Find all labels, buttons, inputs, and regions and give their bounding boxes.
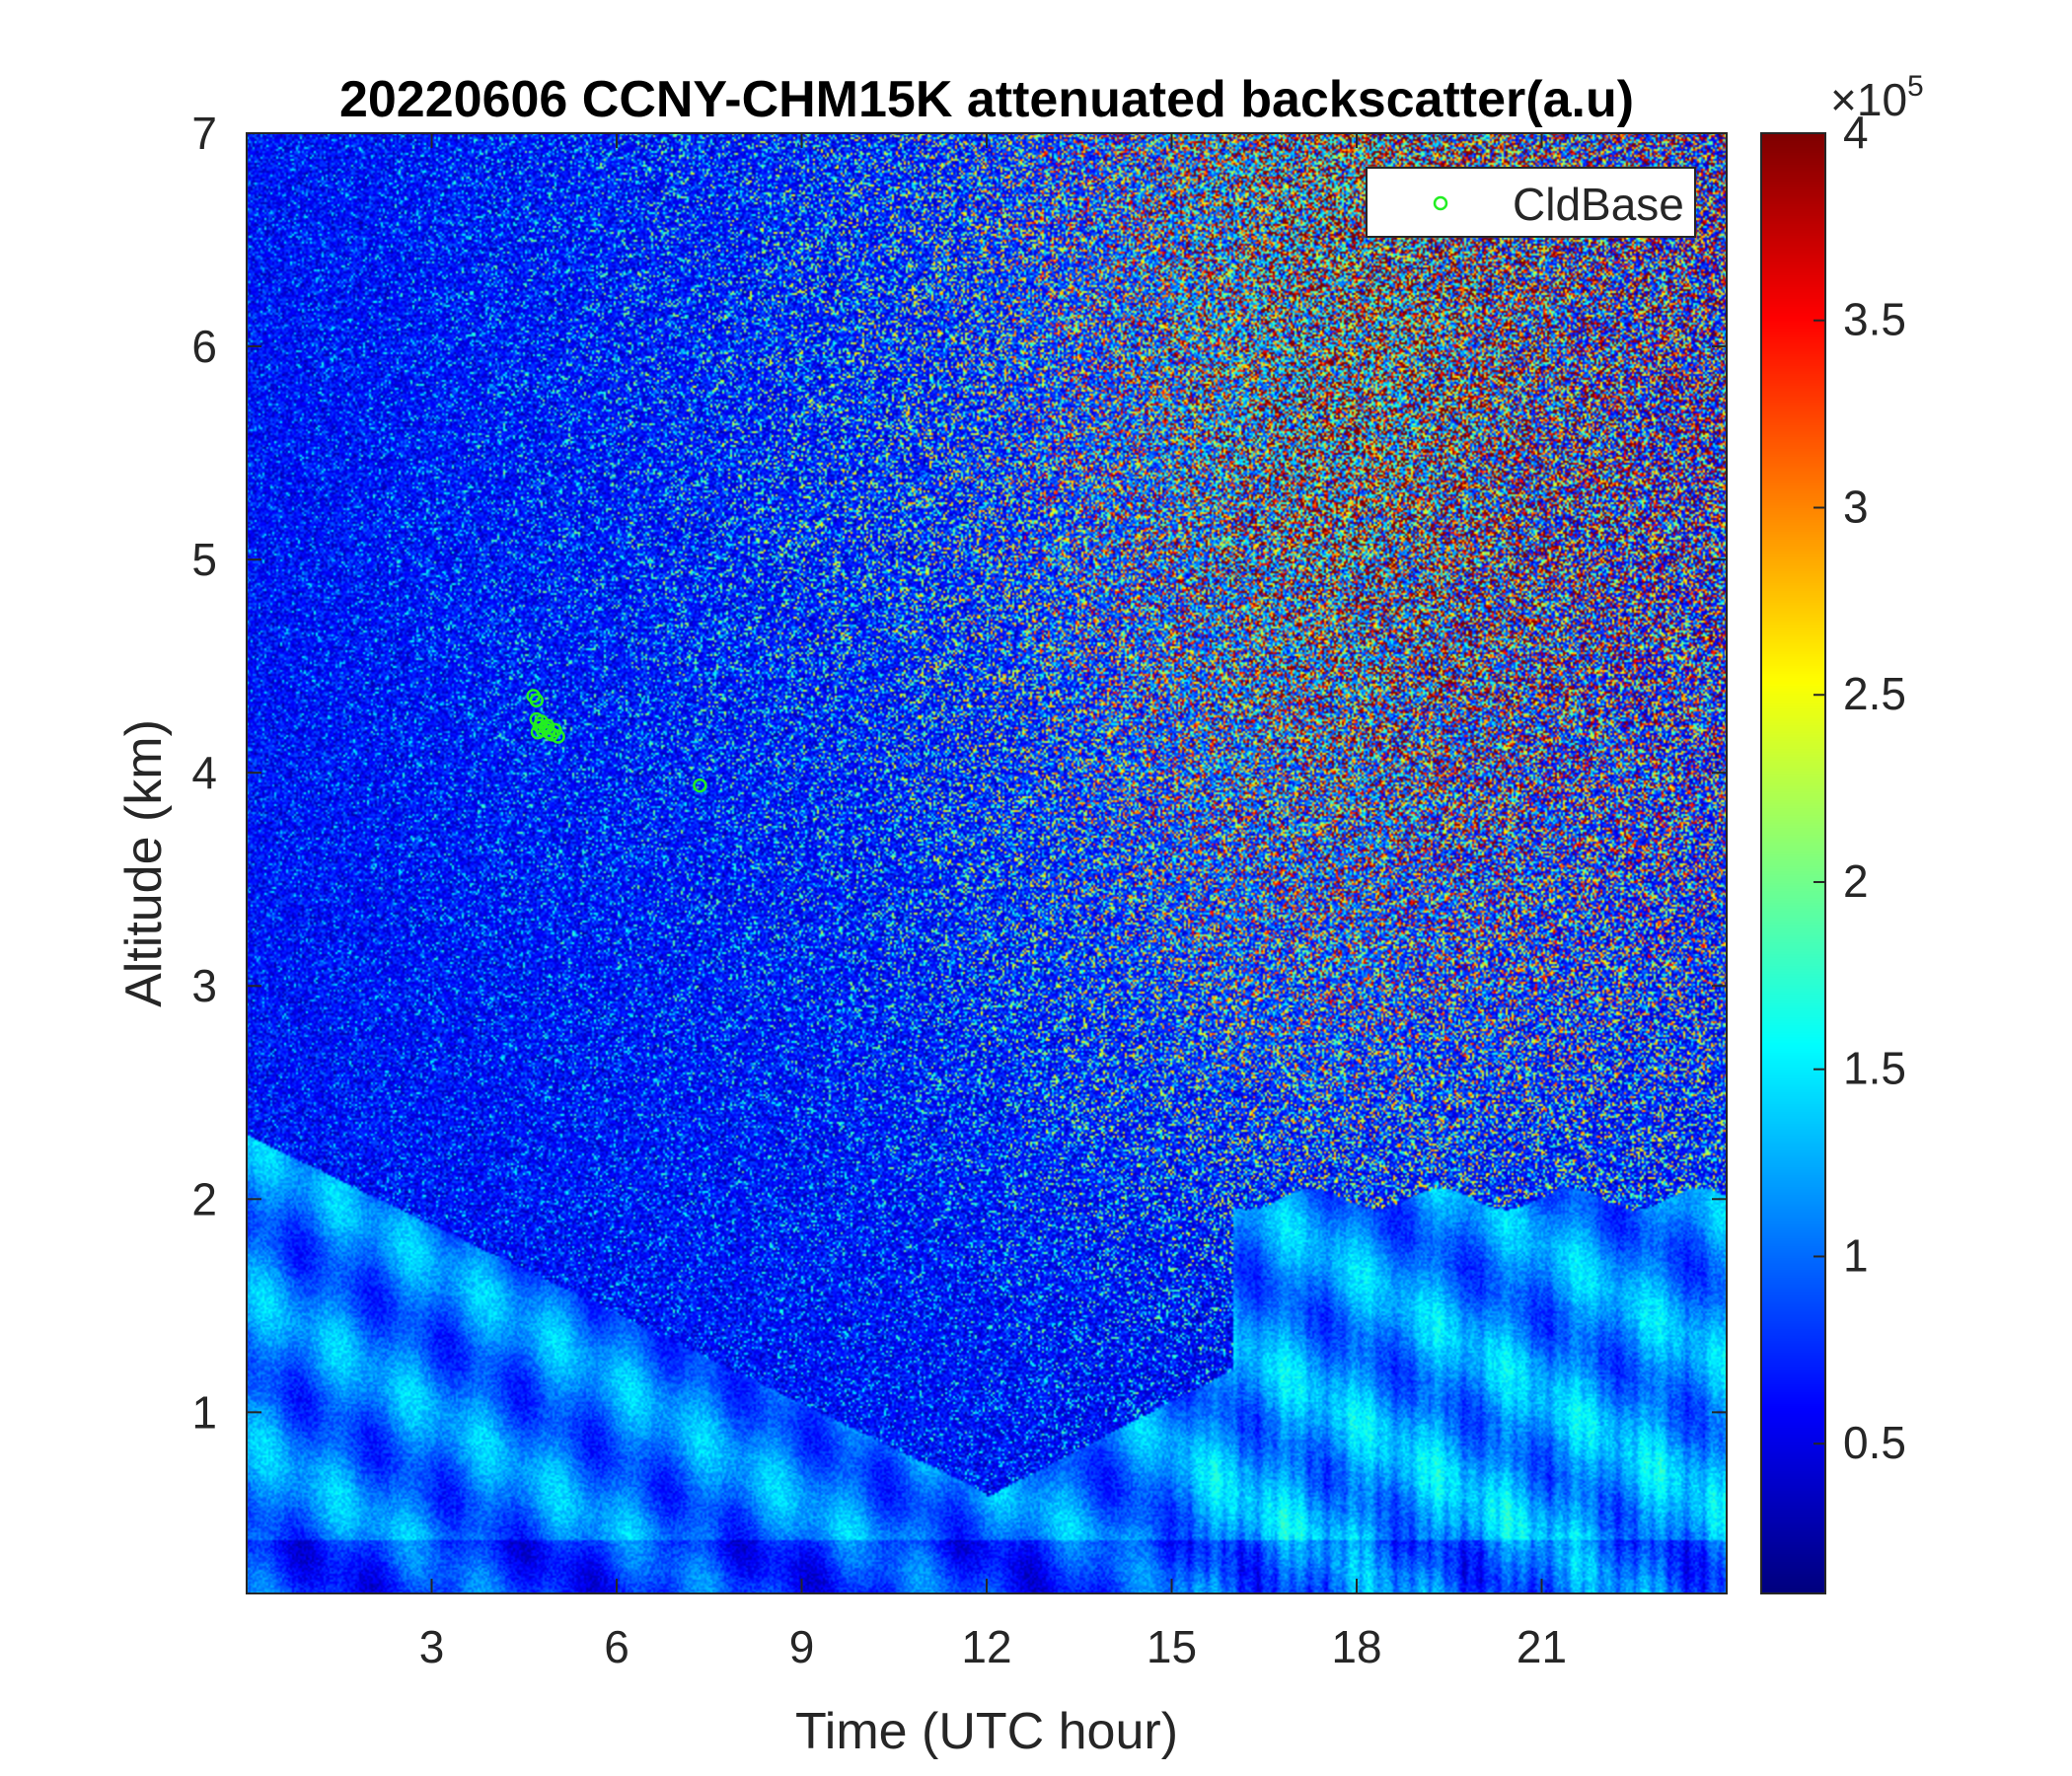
colorbar-tick-label: 1.5 — [1843, 1043, 1906, 1094]
x-tick-label: 15 — [1147, 1621, 1197, 1672]
x-tick-label: 9 — [789, 1621, 815, 1672]
chart-title: 20220606 CCNY-CHM15K attenuated backscat… — [339, 71, 1634, 128]
colorbar-tick-label: 2 — [1843, 855, 1869, 907]
y-tick-label: 7 — [191, 108, 217, 159]
colorbar-axis: 0.5 1 1.5 2 2.5 3 3.5 4 — [1760, 107, 1906, 1594]
cldbase-point — [530, 724, 546, 740]
colorbar-tick-label: 2.5 — [1843, 668, 1906, 719]
colorbar-frame — [1760, 132, 1826, 1594]
cldbase-point — [551, 729, 565, 744]
y-tick-label: 6 — [191, 321, 217, 372]
x-tick-label: 21 — [1517, 1621, 1567, 1672]
colorbar-tick-label: 0.5 — [1843, 1417, 1906, 1468]
cldbase-point — [529, 693, 544, 707]
backscatter-heatmap — [247, 133, 1727, 1593]
x-tick-label: 12 — [961, 1621, 1011, 1672]
colorbar-exponent: ×105 — [1830, 70, 1924, 125]
legend: CldBase — [1366, 167, 1696, 238]
legend-marker-cldbase — [1433, 195, 1448, 211]
y-tick-label: 2 — [191, 1173, 217, 1224]
y-tick-label: 4 — [191, 747, 217, 798]
legend-label-cldbase: CldBase — [1513, 179, 1684, 230]
x-axis-title: Time (UTC hour) — [795, 1703, 1178, 1760]
legend-box — [1366, 167, 1696, 238]
colorbar-tick-label: 3 — [1843, 481, 1869, 532]
colorbar-tick-label: 1 — [1843, 1229, 1869, 1281]
y-axis-title: Altitude (km) — [115, 719, 173, 1007]
cldbase-point — [540, 718, 555, 733]
x-tick-label: 6 — [604, 1621, 629, 1672]
y-tick-label: 3 — [191, 960, 217, 1011]
plot-frame — [246, 132, 1728, 1594]
cldbase-series — [526, 689, 707, 793]
colorbar-tick-label: 3.5 — [1843, 294, 1906, 345]
y-tick-label: 1 — [191, 1386, 217, 1438]
x-tick-label: 3 — [419, 1621, 445, 1672]
y-tick-label: 5 — [191, 534, 217, 585]
colorbar-tick-label: 4 — [1843, 107, 1869, 158]
cldbase-point — [693, 777, 707, 793]
colorbar-gradient — [1761, 133, 1825, 1593]
x-tick-label: 18 — [1331, 1621, 1381, 1672]
